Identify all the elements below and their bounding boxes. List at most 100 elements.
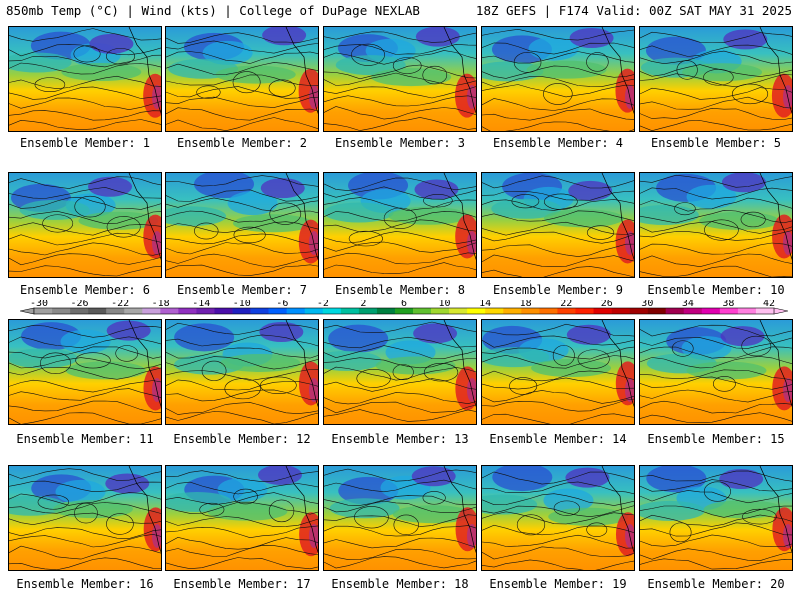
- colorbar-tick-label: -18: [152, 300, 170, 309]
- ensemble-member-label: Ensemble Member: 8: [334, 283, 466, 297]
- ensemble-member-map: [165, 26, 319, 132]
- ensemble-member-map: [8, 319, 162, 425]
- colorbar-swatch: [431, 308, 450, 314]
- ensemble-member-map: [639, 172, 793, 278]
- ensemble-member-label: Ensemble Member: 1: [19, 136, 151, 150]
- colorbar-swatch: [449, 308, 468, 314]
- colorbar-swatch: [358, 308, 378, 314]
- colorbar-swatch: [557, 308, 576, 314]
- colorbar-swatch: [34, 308, 53, 314]
- ensemble-member-label: Ensemble Member: 15: [647, 432, 785, 446]
- colorbar-tick-label: 10: [439, 300, 451, 309]
- colorbar-swatch: [232, 308, 251, 314]
- colorbar-tick-label: -22: [111, 300, 129, 309]
- colorbar-tick-label: -14: [192, 300, 210, 309]
- colorbar-swatch: [178, 308, 197, 314]
- colorbar-swatch: [52, 308, 71, 314]
- colorbar-tick-label: 2: [360, 300, 366, 309]
- header-title: 850mb Temp (°C) | Wind (kts) | College o…: [6, 3, 420, 18]
- ensemble-member-label: Ensemble Member: 16: [16, 577, 154, 591]
- colorbar-swatch: [503, 308, 522, 314]
- colorbar-swatch: [647, 308, 667, 314]
- ensemble-member-map: [323, 26, 477, 132]
- ensemble-member-label: Ensemble Member: 10: [647, 283, 785, 297]
- colorbar-swatch: [124, 308, 143, 314]
- colorbar-swatch: [394, 308, 414, 314]
- colorbar-swatch: [575, 308, 594, 314]
- ensemble-member-label: Ensemble Member: 12: [173, 432, 311, 446]
- ensemble-member-map: [323, 465, 477, 571]
- colorbar-tick-label: -2: [317, 300, 329, 309]
- colorbar-swatch: [286, 308, 306, 314]
- colorbar-tick-label: 30: [641, 300, 653, 309]
- header-valid-time: 18Z GEFS | F174 Valid: 00Z SAT MAY 31 20…: [475, 3, 792, 18]
- colorbar-swatch: [467, 308, 486, 314]
- colorbar-tick-label: -30: [30, 300, 48, 309]
- temperature-colorbar: -30 -26 -22 -18 -14 -10 -6 -2 2 6 10 14 18 22 26 30 34 38…: [20, 300, 788, 315]
- ensemble-member-label: Ensemble Member: 2: [176, 136, 308, 150]
- colorbar-swatch: [196, 308, 215, 314]
- colorbar-swatch: [593, 308, 612, 314]
- colorbar-swatch: [376, 308, 396, 314]
- colorbar-swatch: [683, 308, 703, 314]
- ensemble-member-map: [639, 26, 793, 132]
- ensemble-member-map: [165, 465, 319, 571]
- colorbar-tick-label: 18: [520, 300, 532, 309]
- ensemble-member-map: [165, 319, 319, 425]
- colorbar-swatch: [413, 308, 432, 314]
- colorbar-tick-label: -6: [276, 300, 288, 309]
- colorbar-tick-label: 42: [763, 300, 775, 309]
- colorbar-swatch: [322, 308, 342, 314]
- colorbar-tick-label: -26: [71, 300, 89, 309]
- colorbar-tick-label: 26: [601, 300, 613, 309]
- colorbar-tick-label: 38: [722, 300, 734, 309]
- colorbar-swatch: [250, 308, 269, 314]
- colorbar-tick-label: 14: [479, 300, 491, 309]
- ensemble-member-label: Ensemble Member: 17: [173, 577, 311, 591]
- ensemble-member-label: Ensemble Member: 7: [176, 283, 308, 297]
- colorbar-swatch: [755, 308, 775, 314]
- ensemble-member-label: Ensemble Member: 18: [331, 577, 469, 591]
- colorbar-swatch: [665, 308, 685, 314]
- colorbar-swatch: [88, 308, 107, 314]
- colorbar-tick-label: 34: [682, 300, 694, 309]
- ensemble-member-map: [481, 26, 635, 132]
- colorbar-swatch: [701, 308, 721, 314]
- ensemble-member-label: Ensemble Member: 3: [334, 136, 466, 150]
- ensemble-member-map: [323, 319, 477, 425]
- ensemble-member-map: [481, 319, 635, 425]
- colorbar-swatch: [539, 308, 558, 314]
- colorbar-tick-label: -10: [233, 300, 251, 309]
- ensemble-member-label: Ensemble Member: 14: [489, 432, 627, 446]
- ensemble-member-map: [8, 465, 162, 571]
- colorbar-swatch: [737, 308, 757, 314]
- ensemble-member-map: [639, 319, 793, 425]
- colorbar-swatch: [611, 308, 630, 314]
- colorbar-swatch: [629, 308, 648, 314]
- ensemble-member-label: Ensemble Member: 4: [492, 136, 624, 150]
- ensemble-member-map: [481, 465, 635, 571]
- ensemble-member-map: [481, 172, 635, 278]
- colorbar-swatch: [214, 308, 233, 314]
- ensemble-member-label: Ensemble Member: 20: [647, 577, 785, 591]
- colorbar-swatch: [70, 308, 89, 314]
- colorbar-swatch: [268, 308, 287, 314]
- ensemble-member-map: [639, 465, 793, 571]
- colorbar-swatch: [160, 308, 179, 314]
- ensemble-member-map: [8, 26, 162, 132]
- colorbar-max-arrow: [773, 307, 788, 315]
- ensemble-member-label: Ensemble Member: 9: [492, 283, 624, 297]
- ensemble-member-label: Ensemble Member: 5: [650, 136, 782, 150]
- colorbar-swatch: [719, 308, 739, 314]
- colorbar-tick-label: 22: [560, 300, 572, 309]
- ensemble-member-map: [165, 172, 319, 278]
- colorbar-tick-label: 6: [401, 300, 407, 309]
- ensemble-member-label: Ensemble Member: 13: [331, 432, 469, 446]
- colorbar-swatch: [340, 308, 360, 314]
- ensemble-member-map: [8, 172, 162, 278]
- colorbar-swatch: [485, 308, 504, 314]
- colorbar-swatch: [304, 308, 324, 314]
- ensemble-member-label: Ensemble Member: 19: [489, 577, 627, 591]
- colorbar-swatch: [521, 308, 540, 314]
- ensemble-member-label: Ensemble Member: 11: [16, 432, 154, 446]
